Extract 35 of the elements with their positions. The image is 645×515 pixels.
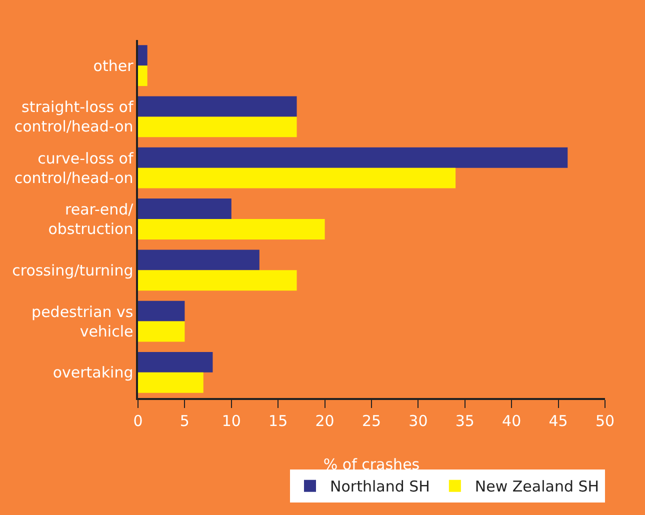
y-tick-label: straight-loss of control/head-on bbox=[14, 98, 134, 136]
legend-label: New Zealand SH bbox=[474, 478, 600, 496]
x-tick-label: 25 bbox=[362, 412, 382, 430]
bar bbox=[138, 116, 297, 138]
bar bbox=[138, 198, 232, 219]
x-tick-label: 20 bbox=[315, 412, 334, 430]
y-tick-label: curve-loss of control/head-on bbox=[14, 149, 134, 187]
x-tick-label: 50 bbox=[595, 412, 615, 430]
x-tick-label: 40 bbox=[502, 412, 522, 430]
bar bbox=[138, 45, 148, 66]
bar bbox=[138, 372, 204, 393]
bar bbox=[138, 219, 325, 240]
x-tick-label: 0 bbox=[133, 412, 143, 430]
bar bbox=[138, 352, 213, 372]
bar bbox=[138, 66, 148, 86]
x-tick-label: 10 bbox=[222, 412, 241, 430]
bar bbox=[138, 250, 260, 270]
x-axis-title: % of crashes bbox=[323, 455, 420, 474]
x-tick-label: 45 bbox=[548, 412, 568, 430]
bar bbox=[138, 168, 456, 188]
bar bbox=[138, 147, 568, 168]
x-tick-label: 15 bbox=[268, 412, 288, 430]
x-tick-label: 30 bbox=[408, 412, 428, 430]
bar bbox=[138, 321, 185, 342]
y-tick-label: rear-end/ obstruction bbox=[48, 200, 134, 238]
legend-label: Northland SH bbox=[330, 478, 430, 496]
bar bbox=[138, 96, 297, 117]
y-tick-label: crossing/turning bbox=[12, 261, 134, 280]
bar bbox=[138, 300, 185, 322]
y-tick-label: pedestrian vs vehicle bbox=[32, 302, 134, 340]
y-tick-label: overtaking bbox=[52, 364, 134, 382]
x-tick-label: 5 bbox=[180, 412, 190, 430]
bar bbox=[138, 270, 297, 291]
y-tick-label: other bbox=[93, 56, 134, 75]
x-tick-label: 35 bbox=[455, 412, 474, 430]
